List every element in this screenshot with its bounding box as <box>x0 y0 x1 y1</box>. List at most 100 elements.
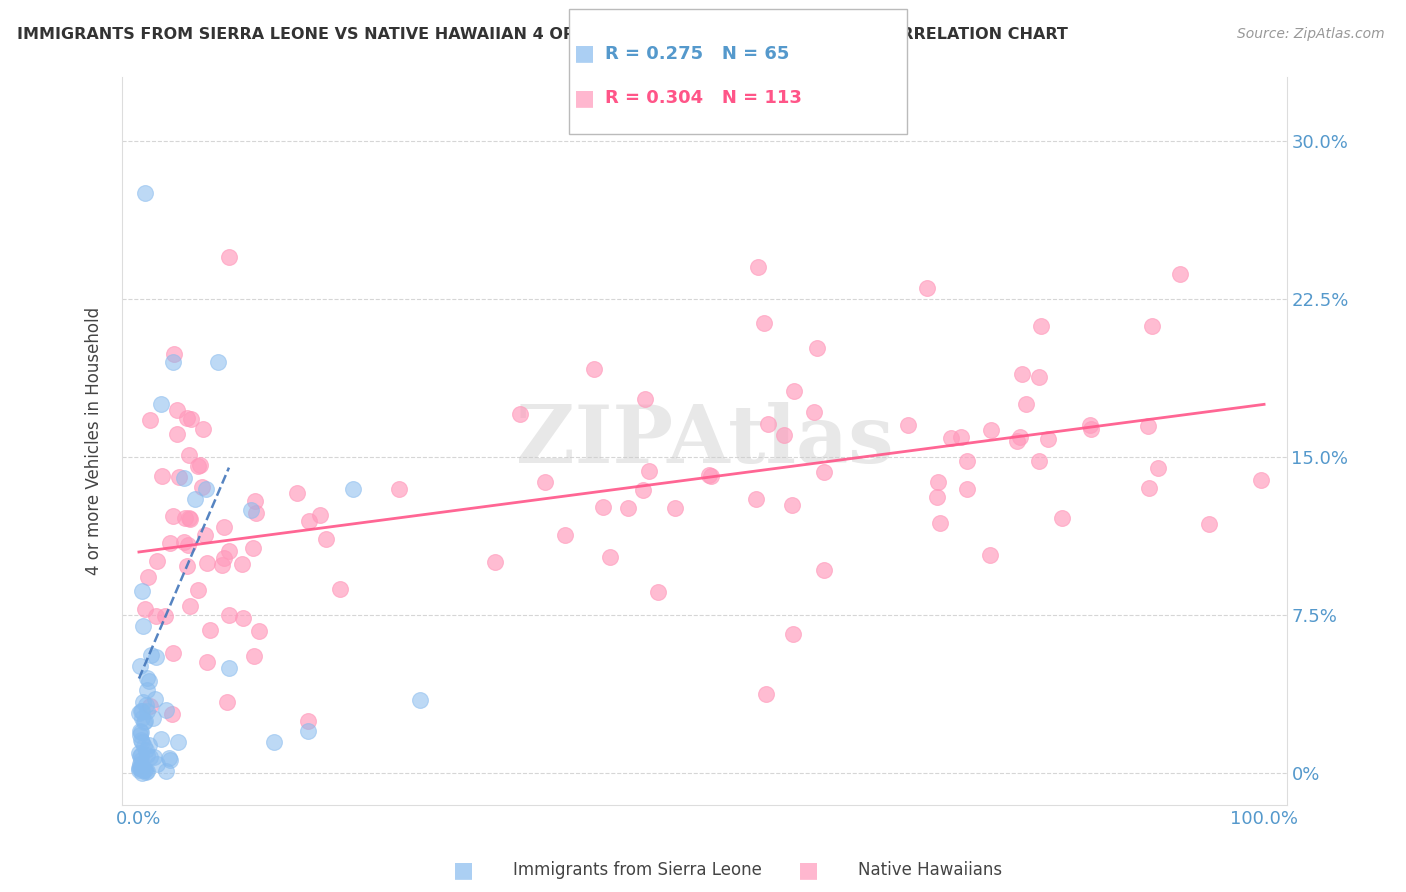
Point <box>194 528 217 542</box>
Point <box>136 570 159 584</box>
Point <box>128 749 150 764</box>
Point <box>927 475 949 490</box>
Point <box>1028 370 1050 384</box>
Point <box>166 403 188 417</box>
Text: ■: ■ <box>574 44 595 63</box>
Point <box>132 619 155 633</box>
Point <box>638 464 661 478</box>
Point <box>153 609 176 624</box>
Point <box>166 427 188 442</box>
Point <box>941 431 963 445</box>
Point <box>129 659 152 673</box>
Point <box>145 609 167 624</box>
Point <box>184 492 207 507</box>
Point <box>169 470 191 484</box>
Point <box>409 692 432 706</box>
Point <box>1011 367 1033 381</box>
Point <box>747 260 769 275</box>
Point <box>176 411 198 425</box>
Point <box>146 757 169 772</box>
Point <box>617 501 640 516</box>
Point <box>1198 517 1220 532</box>
Text: Source: ZipAtlas.com: Source: ZipAtlas.com <box>1237 27 1385 41</box>
Point <box>218 250 240 264</box>
Point <box>897 418 920 433</box>
Point <box>135 743 157 757</box>
Point <box>132 695 155 709</box>
Point <box>132 763 155 777</box>
Point <box>136 682 159 697</box>
Point <box>177 449 200 463</box>
Point <box>128 706 150 720</box>
Point <box>215 694 238 708</box>
Point <box>160 707 183 722</box>
Point <box>150 397 173 411</box>
Text: Native Hawaiians: Native Hawaiians <box>858 861 1002 879</box>
Point <box>162 508 184 523</box>
Point <box>138 738 160 752</box>
Point <box>388 483 411 497</box>
Point <box>129 752 152 766</box>
Point <box>1140 318 1163 333</box>
Point <box>131 711 153 725</box>
Point <box>193 422 215 436</box>
Point <box>180 412 202 426</box>
Point <box>136 704 159 718</box>
Point <box>664 500 686 515</box>
Point <box>179 511 201 525</box>
Point <box>128 763 150 777</box>
Point <box>131 735 153 749</box>
Point <box>162 355 184 369</box>
Point <box>179 599 201 613</box>
Point <box>129 704 152 718</box>
Point <box>129 725 152 739</box>
Point <box>207 355 229 369</box>
Point <box>211 558 233 573</box>
Point <box>231 557 253 571</box>
Point <box>218 661 240 675</box>
Point <box>1010 430 1032 444</box>
Point <box>297 724 319 739</box>
Point <box>298 514 321 528</box>
Point <box>1015 397 1038 411</box>
Point <box>700 469 723 483</box>
Point <box>554 528 576 542</box>
Point <box>309 508 332 522</box>
Point <box>1038 432 1060 446</box>
Point <box>697 467 720 482</box>
Point <box>1005 434 1028 448</box>
Point <box>142 749 165 764</box>
Point <box>915 281 938 295</box>
Point <box>167 735 190 749</box>
Point <box>783 384 806 398</box>
Point <box>173 510 195 524</box>
Point <box>128 723 150 738</box>
Point <box>134 739 156 754</box>
Point <box>297 714 319 728</box>
Text: ■: ■ <box>574 88 595 108</box>
Point <box>634 392 657 406</box>
Point <box>177 511 200 525</box>
Point <box>980 423 1002 437</box>
Point <box>1250 473 1272 487</box>
Point <box>134 763 156 777</box>
Point <box>188 458 211 472</box>
Point <box>131 583 153 598</box>
Text: Immigrants from Sierra Leone: Immigrants from Sierra Leone <box>513 861 762 879</box>
Point <box>533 475 555 490</box>
Point <box>134 602 156 616</box>
Point <box>754 316 776 330</box>
Point <box>484 555 506 569</box>
Point <box>633 483 655 498</box>
Point <box>129 728 152 742</box>
Point <box>143 692 166 706</box>
Point <box>159 753 181 767</box>
Point <box>135 698 157 712</box>
Point <box>138 674 160 689</box>
Point <box>142 711 165 725</box>
Point <box>813 465 835 479</box>
Point <box>1028 454 1050 468</box>
Point <box>218 607 240 622</box>
Point <box>214 520 236 534</box>
Text: R = 0.304   N = 113: R = 0.304 N = 113 <box>605 89 801 107</box>
